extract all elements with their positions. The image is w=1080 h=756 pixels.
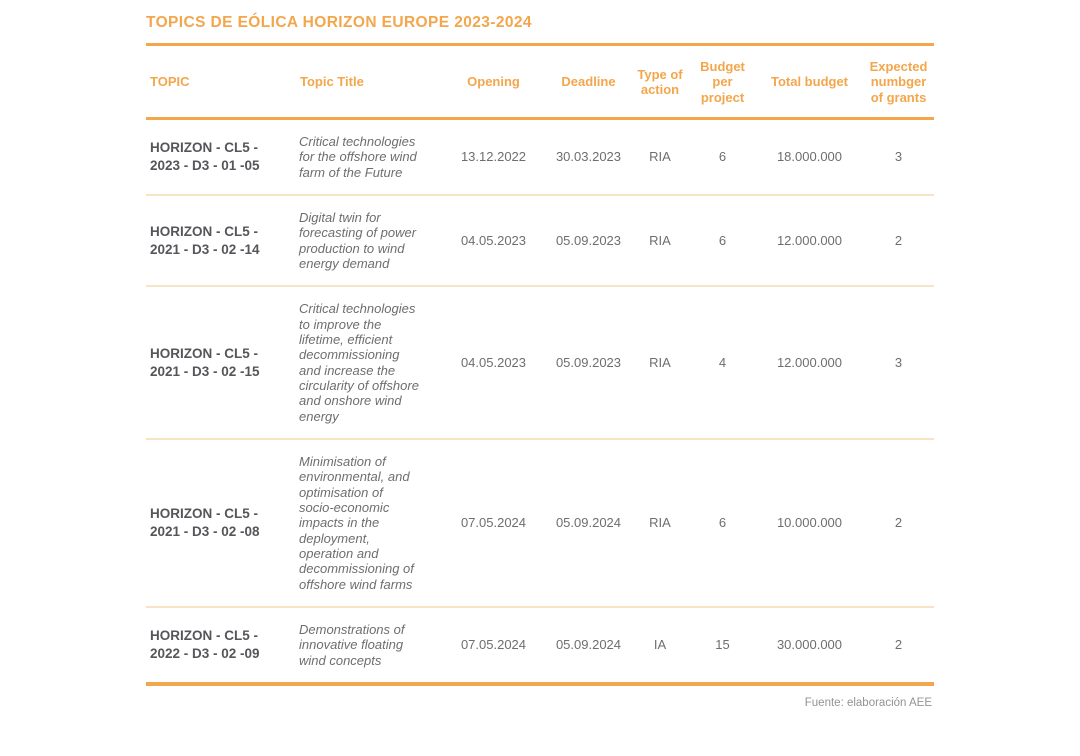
- cell-total-budget: 12.000.000: [776, 354, 843, 370]
- table-header: TOPIC Topic Title Opening Deadline Type …: [146, 46, 934, 119]
- cell-topic: HORIZON - CL5 - 2021 - D3 - 02 -14: [150, 224, 260, 257]
- cell-type-of-action: RIA: [649, 149, 671, 165]
- cell-deadline: 05.09.2023: [555, 232, 622, 248]
- cell-deadline: 05.09.2024: [555, 637, 622, 653]
- cell-topic-title: Minimisation of environmental, and optim…: [299, 453, 414, 592]
- cell-type-of-action: RIA: [649, 354, 671, 370]
- table-row: HORIZON - CL5 - 2021 - D3 - 02 -08 Minim…: [146, 438, 934, 607]
- cell-topic-title: Digital twin for forecasting of power pr…: [299, 209, 417, 271]
- col-header-type-of-action: Type of action: [637, 66, 683, 97]
- cell-expected-grants: 2: [894, 515, 903, 531]
- cell-budget-per-project: 15: [715, 637, 730, 653]
- cell-type-of-action: IA: [653, 637, 667, 653]
- cell-deadline: 05.09.2023: [555, 354, 622, 370]
- cell-budget-per-project: 6: [718, 232, 727, 248]
- col-header-total-budget: Total budget: [770, 74, 849, 90]
- table-body: HORIZON - CL5 - 2023 - D3 - 01 -05 Criti…: [146, 118, 934, 683]
- cell-type-of-action: RIA: [649, 515, 671, 531]
- cell-budget-per-project: 6: [718, 515, 727, 531]
- cell-topic-title: Demonstrations of innovative floating wi…: [299, 621, 405, 668]
- header-row: TOPIC Topic Title Opening Deadline Type …: [146, 46, 934, 119]
- cell-topic: HORIZON - CL5 - 2022 - D3 - 02 -09: [150, 628, 260, 661]
- cell-topic: HORIZON - CL5 - 2023 - D3 - 01 -05: [150, 140, 260, 173]
- cell-total-budget: 18.000.000: [776, 149, 843, 165]
- cell-opening: 04.05.2023: [460, 232, 527, 248]
- cell-opening: 07.05.2024: [460, 515, 527, 531]
- cell-topic: HORIZON - CL5 - 2021 - D3 - 02 -15: [150, 346, 260, 379]
- col-header-topic: TOPIC: [150, 74, 190, 90]
- table-row: HORIZON - CL5 - 2023 - D3 - 01 -05 Criti…: [146, 118, 934, 194]
- cell-opening: 07.05.2024: [460, 637, 527, 653]
- cell-topic-title: Critical technologies to improve the lif…: [299, 301, 419, 424]
- cell-deadline: 05.09.2024: [555, 515, 622, 531]
- cell-type-of-action: RIA: [649, 232, 671, 248]
- cell-topic: HORIZON - CL5 - 2021 - D3 - 02 -08: [150, 506, 260, 539]
- cell-expected-grants: 3: [894, 354, 903, 370]
- cell-topic-title: Critical technologies for the offshore w…: [299, 133, 417, 180]
- figure-title: TOPICS DE EÓLICA HORIZON EUROPE 2023-202…: [146, 14, 934, 46]
- col-header-deadline: Deadline: [561, 74, 616, 90]
- cell-budget-per-project: 6: [718, 149, 727, 165]
- table-row: HORIZON - CL5 - 2021 - D3 - 02 -14 Digit…: [146, 194, 934, 286]
- cell-expected-grants: 2: [894, 637, 903, 653]
- topics-table: TOPIC Topic Title Opening Deadline Type …: [146, 46, 934, 686]
- cell-expected-grants: 2: [894, 232, 903, 248]
- figure-container: TOPICS DE EÓLICA HORIZON EUROPE 2023-202…: [146, 14, 934, 709]
- col-header-opening: Opening: [467, 74, 520, 90]
- cell-budget-per-project: 4: [718, 354, 727, 370]
- cell-total-budget: 12.000.000: [776, 232, 843, 248]
- cell-opening: 13.12.2022: [460, 149, 527, 165]
- cell-deadline: 30.03.2023: [555, 149, 622, 165]
- table-row: HORIZON - CL5 - 2022 - D3 - 02 -09 Demon…: [146, 606, 934, 684]
- cell-total-budget: 30.000.000: [776, 637, 843, 653]
- col-header-budget-per-project: Budget per project: [700, 59, 745, 105]
- table-row: HORIZON - CL5 - 2021 - D3 - 02 -15 Criti…: [146, 286, 934, 439]
- col-header-topic-title: Topic Title: [300, 74, 364, 90]
- cell-expected-grants: 3: [894, 149, 903, 165]
- cell-total-budget: 10.000.000: [776, 515, 843, 531]
- source-note: Fuente: elaboración AEE: [804, 696, 932, 709]
- col-header-expected-grants: Expected numbger of grants: [869, 59, 928, 105]
- cell-opening: 04.05.2023: [460, 354, 527, 370]
